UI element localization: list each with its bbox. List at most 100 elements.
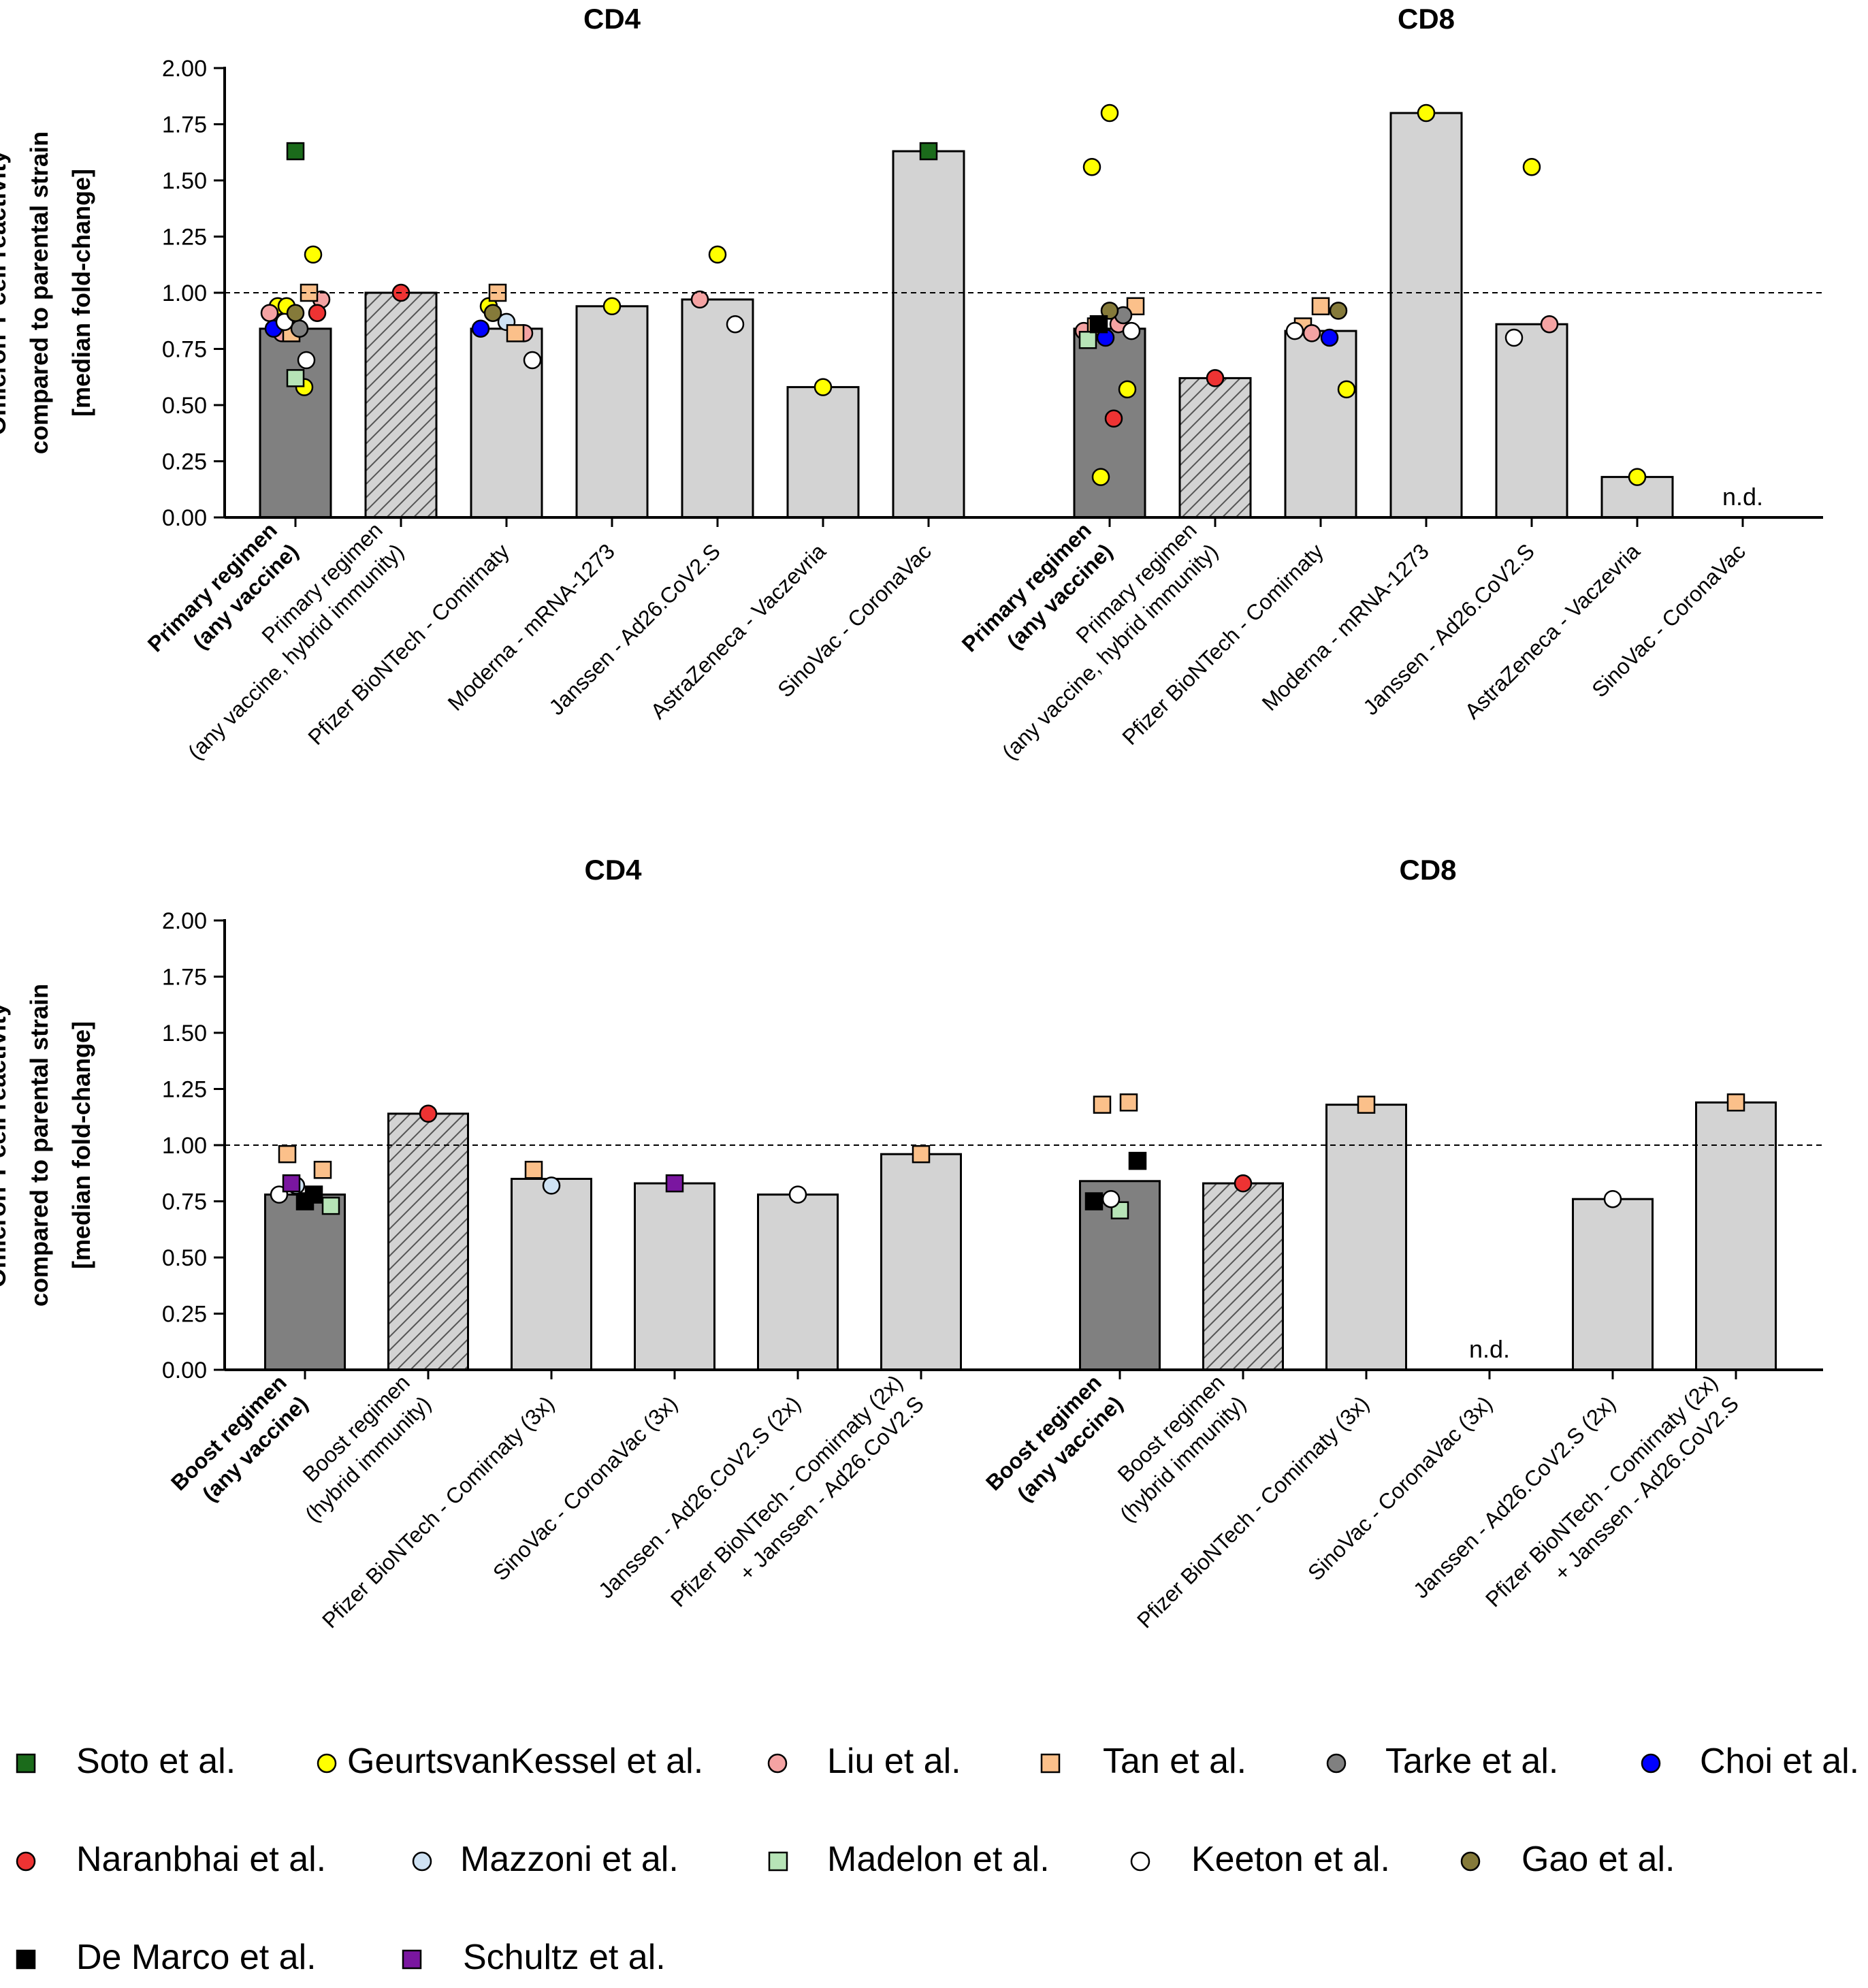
data-point-keeton-et-al xyxy=(1504,328,1524,347)
data-point-soto-et-al xyxy=(919,142,938,161)
legend-label: Mazzoni et al. xyxy=(460,1840,679,1879)
data-point-geurtsvankessel-et-al xyxy=(304,245,323,264)
bar xyxy=(681,298,754,519)
data-point-gao-et-al xyxy=(1100,302,1119,320)
data-point-naranbhai-et-al xyxy=(308,304,327,322)
data-point-de-marco-et-al xyxy=(1084,1192,1104,1211)
legend-entry: Mazzoni et al. xyxy=(412,1840,679,1879)
bar xyxy=(1202,1182,1284,1371)
x-tick-label: Boost regimen(hybrid immunity) xyxy=(1112,1370,1250,1526)
legend-label: Gao et al. xyxy=(1521,1840,1675,1879)
y-tick-label: 1.00 xyxy=(162,1133,207,1159)
y-tick-label: 1.00 xyxy=(162,280,207,306)
bar xyxy=(387,1112,469,1371)
panel-title-cd4: CD4 xyxy=(583,3,641,35)
legend-label: Schultz et al. xyxy=(463,1938,666,1977)
data-point-liu-et-al xyxy=(1302,324,1321,342)
legend-entry: Naranbhai et al. xyxy=(16,1840,326,1879)
data-point-gao-et-al xyxy=(483,304,502,322)
bar xyxy=(575,305,649,519)
data-point-tan-et-al xyxy=(912,1144,931,1164)
data-point-geurtsvankessel-et-al xyxy=(814,378,833,396)
y-tick-label: 1.50 xyxy=(162,168,207,194)
bar xyxy=(786,386,860,519)
data-point-keeton-et-al xyxy=(1122,321,1141,340)
data-point-naranbhai-et-al xyxy=(1234,1174,1253,1193)
legend-marker-icon xyxy=(1130,1851,1150,1872)
y-tick-label: 2.00 xyxy=(162,56,207,82)
data-point-geurtsvankessel-et-al xyxy=(1082,157,1101,176)
bar xyxy=(364,291,438,519)
y-axis-label-line: [median fold-change] xyxy=(67,1021,95,1269)
y-tick-label: 1.25 xyxy=(162,1077,207,1103)
y-axis-label: Omicron T cell reactivity compared to par… xyxy=(0,131,95,454)
legend-marker-icon xyxy=(1040,1753,1061,1774)
legend-label: Tarke et al. xyxy=(1385,1742,1558,1781)
legend-label: Choi et al. xyxy=(1700,1742,1859,1781)
data-point-de-marco-et-al xyxy=(304,1185,323,1204)
y-tick-label: 0.75 xyxy=(162,337,207,363)
data-point-liu-et-al xyxy=(690,290,709,309)
bar xyxy=(634,1182,715,1371)
y-tick-label: 1.75 xyxy=(162,112,207,138)
legend-label: Liu et al. xyxy=(827,1742,961,1781)
legend-label: De Marco et al. xyxy=(76,1938,317,1977)
legend-entry: Soto et al. xyxy=(16,1742,236,1781)
data-point-schultz-et-al xyxy=(665,1174,684,1193)
data-point-choi-et-al xyxy=(471,319,490,338)
panel-title-cd4: CD4 xyxy=(584,854,642,886)
y-tick-label: 0.00 xyxy=(162,505,207,531)
bar xyxy=(1389,112,1463,519)
legend-marker-icon xyxy=(16,1949,36,1970)
legend-marker-icon xyxy=(16,1753,36,1774)
data-point-de-marco-et-al xyxy=(1089,315,1108,334)
data-point-keeton-et-al xyxy=(1101,1189,1121,1208)
y-tick-label: 1.25 xyxy=(162,225,207,251)
legend-marker-icon xyxy=(1326,1753,1347,1774)
legend-marker-icon xyxy=(1641,1753,1661,1774)
legend-entry: Keeton et al. xyxy=(1130,1840,1390,1879)
y-axis-label-line: compared to parental strain xyxy=(25,131,53,454)
y-tick-label: 0.00 xyxy=(162,1358,207,1383)
x-tick-label-line: Janssen - Ad26.CoV2.S xyxy=(1358,539,1539,720)
data-point-tan-et-al xyxy=(1311,297,1330,316)
legend-label: Madelon et al. xyxy=(827,1840,1050,1879)
data-point-gao-et-al xyxy=(286,304,305,322)
data-point-liu-et-al xyxy=(260,304,279,322)
x-tick-label: AstraZeneca - Vaczevria xyxy=(645,539,831,724)
legend-entry: Tarke et al. xyxy=(1326,1742,1558,1781)
data-point-geurtsvankessel-et-al xyxy=(1091,468,1110,486)
y-tick-label: 2.00 xyxy=(162,908,207,934)
data-point-keeton-et-al xyxy=(1603,1189,1622,1208)
data-point-tan-et-al xyxy=(278,1144,297,1164)
data-point-tan-et-al xyxy=(524,1161,543,1179)
x-tick-label: AstraZeneca - Vaczevria xyxy=(1460,539,1645,724)
y-tick-label: 0.25 xyxy=(162,449,207,475)
data-point-geurtsvankessel-et-al xyxy=(1628,468,1647,486)
legend-label: Soto et al. xyxy=(76,1742,236,1781)
legend-marker-icon xyxy=(16,1851,36,1872)
data-point-madelon-et-al xyxy=(286,369,305,387)
y-tick-label: 0.50 xyxy=(162,1245,207,1271)
legend-marker-icon xyxy=(768,1851,788,1872)
bar xyxy=(1178,376,1252,519)
data-point-schultz-et-al xyxy=(282,1174,301,1193)
panel-title-cd8: CD8 xyxy=(1399,854,1456,886)
data-point-naranbhai-et-al xyxy=(1104,409,1123,428)
data-point-naranbhai-et-al xyxy=(1206,369,1225,387)
data-point-keeton-et-al xyxy=(788,1185,807,1204)
legend-marker-icon xyxy=(412,1851,432,1872)
x-tick-label: Boost regimen(any vaccine) xyxy=(166,1370,312,1506)
y-axis-label-line: Omicron T cell reactivity xyxy=(0,150,11,435)
data-point-tan-et-al xyxy=(1093,1095,1112,1114)
chart-panel-primary: Omicron T cell reactivity compared to par… xyxy=(0,3,1823,765)
data-point-tan-et-al xyxy=(1119,1093,1138,1112)
legend-entry: GeurtsvanKessel et al. xyxy=(317,1742,703,1781)
y-tick-label: 1.50 xyxy=(162,1021,207,1046)
data-point-tan-et-al xyxy=(1726,1093,1745,1112)
y-tick-label: 1.75 xyxy=(162,965,207,991)
legend-entry: De Marco et al. xyxy=(16,1938,317,1977)
y-axis-label-line: Omicron T cell reactivity xyxy=(0,1003,11,1287)
y-tick-label: 0.75 xyxy=(162,1189,207,1215)
